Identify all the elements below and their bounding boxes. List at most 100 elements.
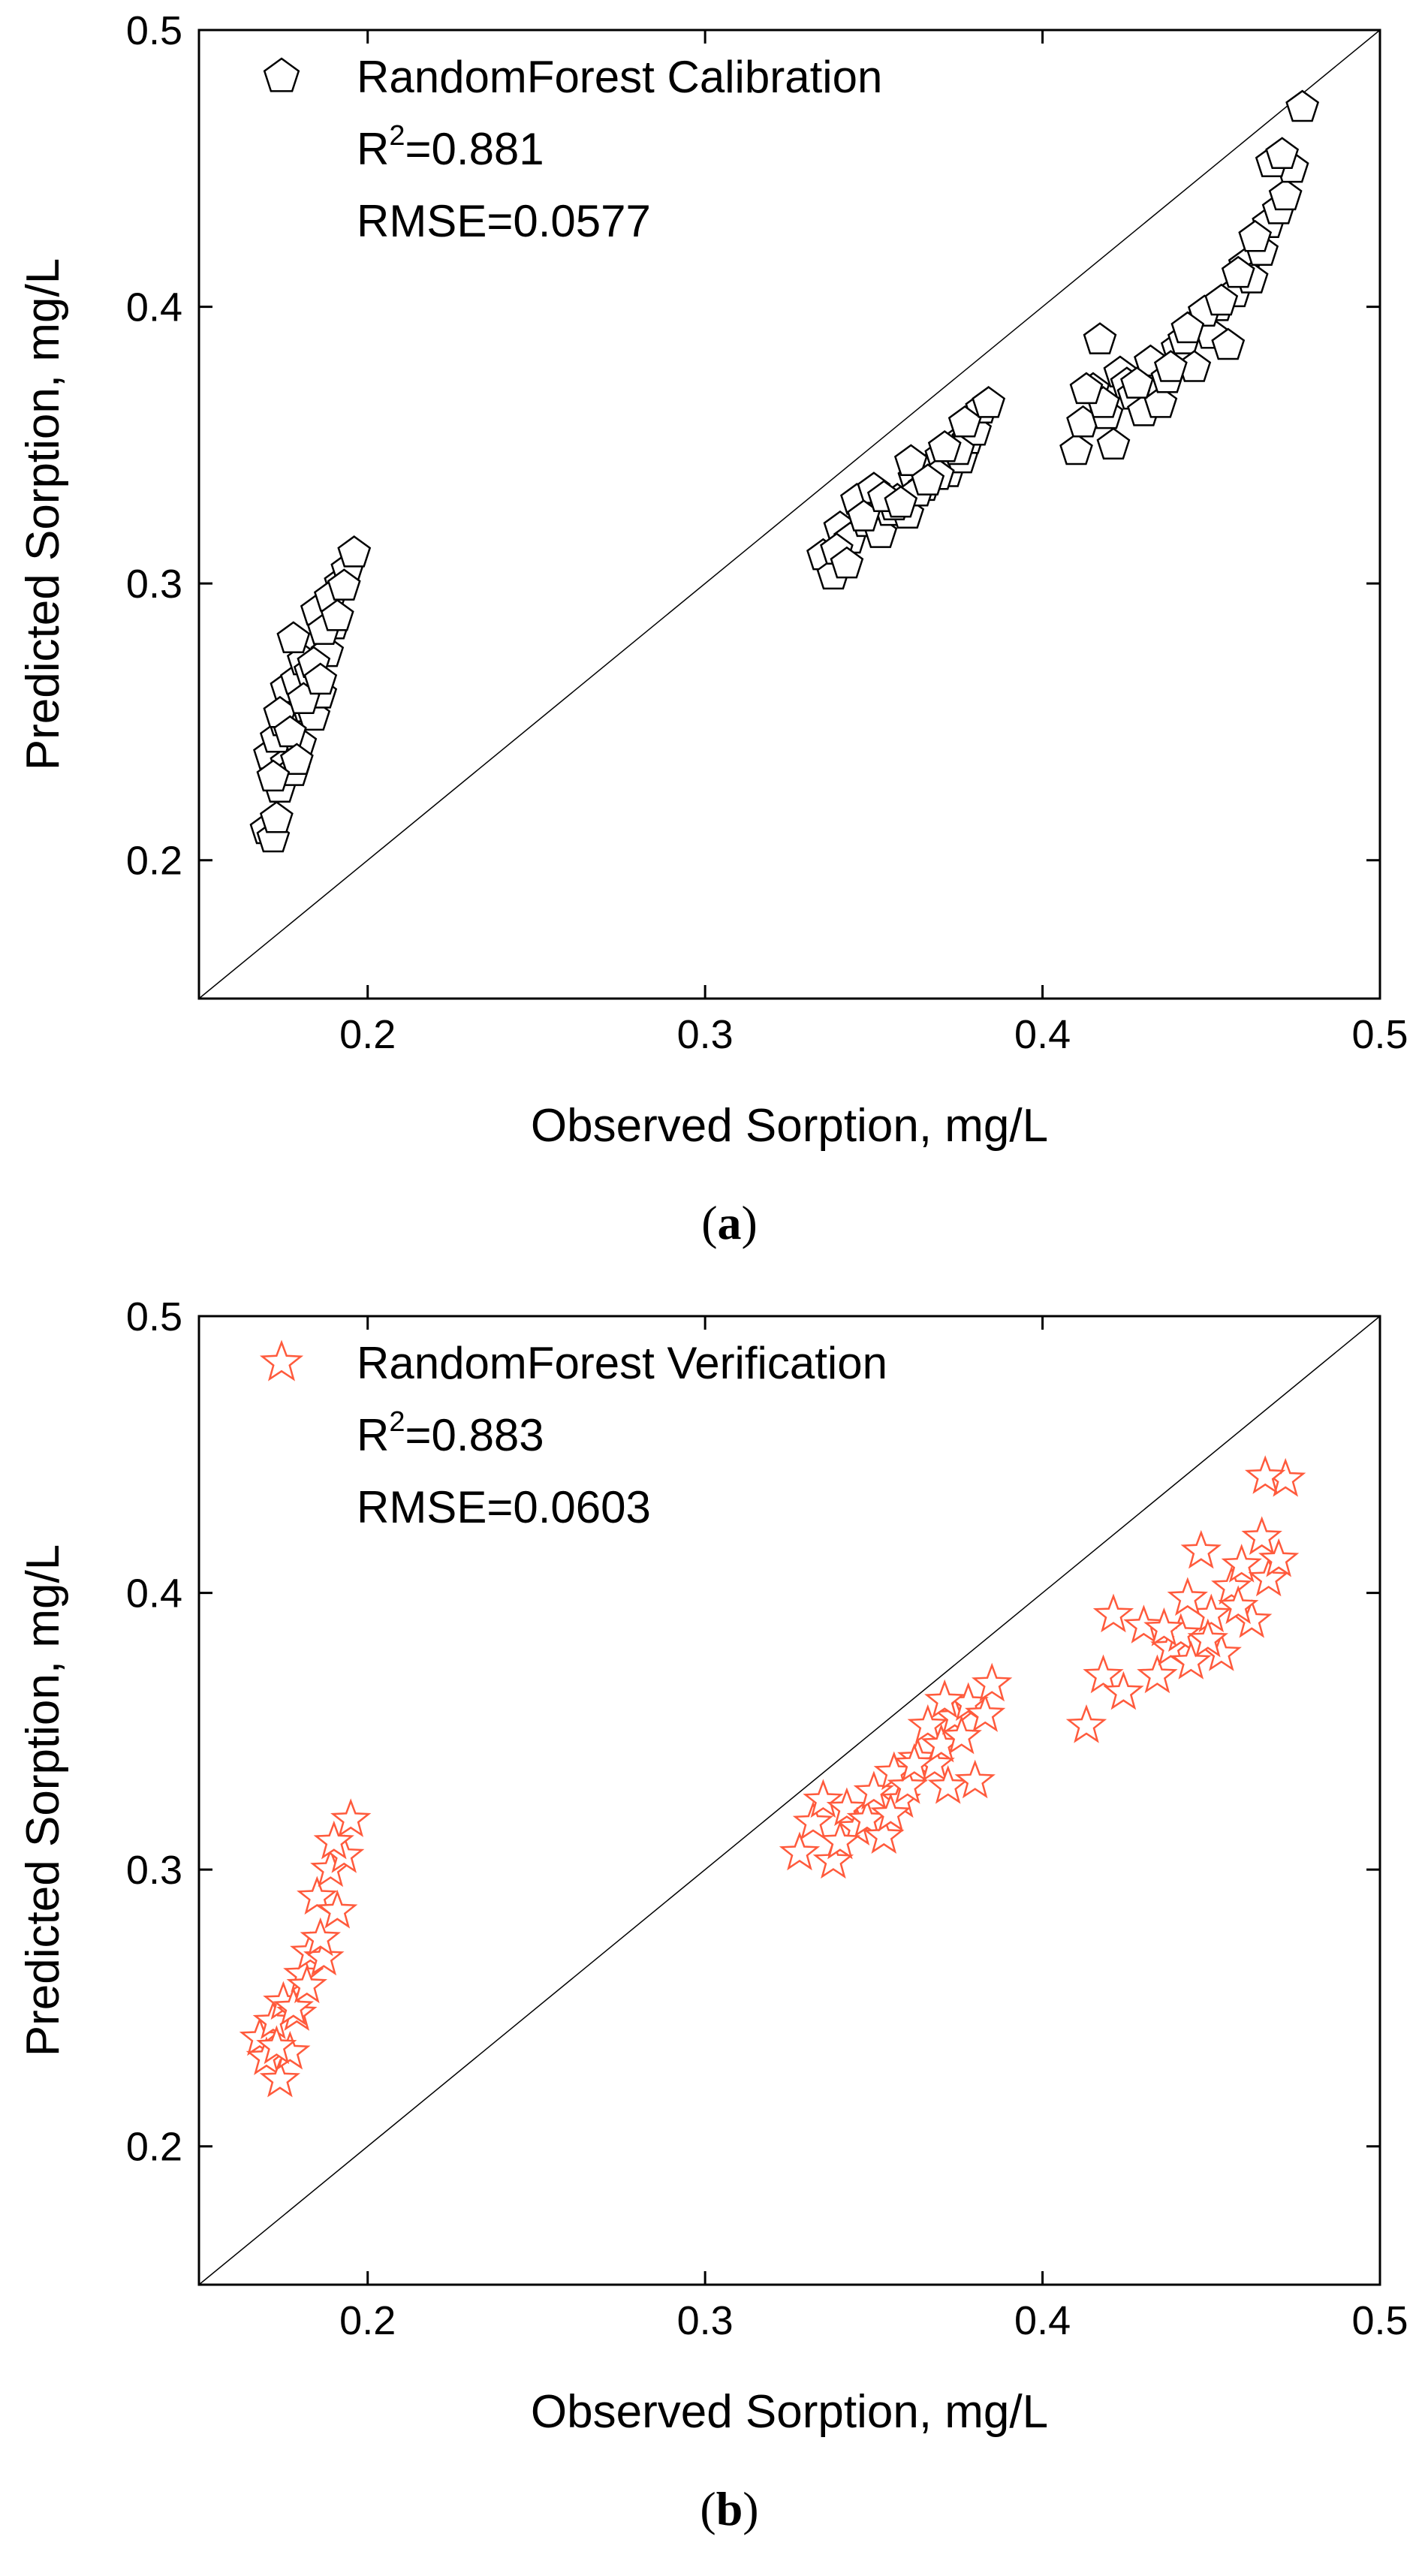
chart-b-data-point [1170,1641,1212,1680]
chart-b-data-point [893,1743,935,1782]
chart-b-legend-rmse: RMSE=0.0603 [357,1482,651,1532]
chart-a-data-point [1083,322,1117,354]
chart-b-data-point [907,1704,948,1743]
chart-a-plot-frame [197,29,1381,1000]
chart-a-y-tick-label: 0.5 [126,8,182,53]
chart-a-legend-r2: R2=0.881 [357,120,544,174]
chart-b-data-point [1248,1557,1289,1597]
chart-a-data-point [1268,178,1303,211]
chart-a-data-point [303,662,338,695]
chart-a-data-point [830,546,864,579]
chart-a-x-tick-label: 0.3 [677,1012,734,1057]
chart-b-data-point [826,1787,868,1827]
chart-b-data-point [965,1693,1006,1732]
chart-b-x-tick-label: 0.3 [677,2298,734,2343]
chart-b-x-axis-title: Observed Sorption, mg/L [531,2386,1048,2438]
chart-b-data-point [779,1831,821,1871]
chart-b-y-axis-title: Predicted Sorption, mg/L [17,1544,69,2056]
chart-b-plot-frame [197,1315,1381,2286]
chart-b-x-tick-label: 0.4 [1014,2298,1071,2343]
chart-b-data-point [1211,1565,1252,1605]
chart-b-legend-label: RandomForest Verification [357,1338,887,1388]
chart-b-y-tick-label: 0.3 [126,1848,182,1893]
chart-b-data-point [259,2058,301,2098]
chart-a-data-point [279,743,314,776]
chart-a-data-point [1059,432,1093,465]
chart-a-x-axis-title: Observed Sorption, mg/L [531,1100,1048,1152]
chart-b-data-point [1092,1593,1134,1633]
chart-panel-b: 0.2 0.3 0.4 0.5 0.2 0.3 0.4 0.5 RandomForest Ve… [0,1286,1425,2572]
chart-a-legend-marker-icon [263,57,300,92]
chart-b-data-point [1241,1516,1282,1555]
chart-b-x-tick-label: 0.5 [1351,2298,1408,2343]
chart-a-one-to-one-line [198,29,1381,999]
chart-b-data-point [941,1715,982,1755]
chart-b-data-point [1103,1671,1144,1710]
chart-a-svg: 0.2 0.3 0.4 0.5 0.2 0.3 0.4 0.5 RandomForest Ca… [17,8,1408,1249]
chart-b-data-point [1180,1529,1222,1569]
chart-a-data-point [1096,427,1131,459]
chart-b-data-point [297,1876,338,1915]
chart-b-data-point [330,1798,372,1837]
chart-a-data-point [1265,137,1300,169]
chart-b-data-point [792,1800,834,1840]
chart-a-y-tick-label: 0.2 [126,839,182,884]
chart-b-legend-r2: R2=0.883 [357,1406,544,1460]
chart-b-data-point [1187,1618,1228,1658]
chart-b-data-point [971,1662,1013,1702]
chart-a-data-point [972,386,1006,418]
chart-b-data-point [1244,1455,1286,1494]
chart-b-y-tick-label: 0.2 [126,2125,182,2170]
chart-a-data-point [1221,255,1255,288]
chart-a-y-axis-title: Predicted Sorption, mg/L [17,258,69,770]
chart-a-data-point [327,568,361,601]
chart-b-data-point [924,1679,966,1719]
chart-b-data-point [286,1964,327,2004]
chart-a-panel-caption: (a) [701,1196,758,1249]
chart-a-data-point [1285,89,1320,122]
chart-a-x-tick-label: 0.2 [339,1012,396,1057]
chart-a-data-point [256,759,291,792]
chart-b-data-point [273,1986,314,2026]
chart-a-data-point [1069,372,1104,405]
chart-a-data-point [1153,350,1188,382]
chart-b-data-point [887,1765,929,1804]
chart-b-data-point [1065,1704,1107,1743]
chart-b-data-point [1218,1585,1259,1625]
chart-a-data-point [1211,327,1246,360]
chart-a-data-point [1120,366,1154,399]
chart-b-data-point [1221,1544,1262,1583]
chart-b-data-point [954,1759,996,1799]
chart-b-data-point [300,1917,342,1957]
chart-b-one-to-one-line [198,1315,1381,2285]
chart-panel-a: 0.2 0.3 0.4 0.5 0.2 0.3 0.4 0.5 RandomForest Ca… [0,0,1425,1286]
chart-a-data-point [1170,311,1205,344]
chart-a-legend-rmse: RMSE=0.0577 [357,196,651,246]
chart-b-y-tick-label: 0.5 [126,1294,182,1339]
chart-a-data-point [884,485,918,518]
chart-a-x-tick-label: 0.5 [1351,1012,1408,1057]
chart-a-data-point [927,429,962,462]
chart-a-data-point [1238,219,1273,252]
chart-b-data-point [1137,1654,1178,1694]
chart-b-data-point [1083,1654,1124,1694]
chart-a-data-point [276,621,311,653]
chart-a-y-tick-label: 0.4 [126,285,182,330]
chart-b-data-point [870,1792,911,1832]
chart-b-data-point [313,1820,354,1860]
chart-a-data-point [893,444,928,477]
chart-b-legend-marker-icon [259,1339,304,1381]
chart-b-data-point [1258,1538,1300,1577]
chart-b-data-point [1167,1577,1208,1616]
chart-b-data-point [1123,1604,1164,1644]
chart-b-y-tick-label: 0.4 [126,1571,182,1616]
chart-a-legend-label: RandomForest Calibration [357,52,882,102]
chart-a-data-point [320,598,354,631]
chart-a-x-tick-label: 0.4 [1014,1012,1071,1057]
chart-b-data-point [803,1779,844,1818]
chart-a-data-point [273,715,307,748]
chart-b-panel-caption: (b) [700,2482,758,2535]
chart-b-data-point [863,1815,905,1854]
chart-a-data-point [337,535,372,568]
chart-b-x-tick-label: 0.2 [339,2298,396,2343]
